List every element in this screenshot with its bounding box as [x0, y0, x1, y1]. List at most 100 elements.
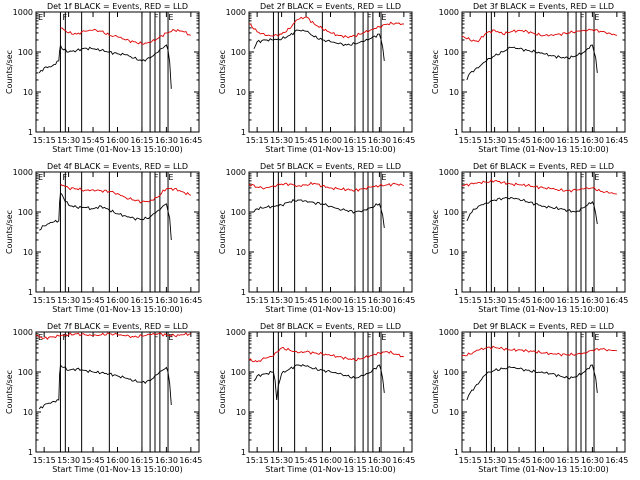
- marker-label: E: [38, 173, 43, 182]
- x-tick-label: 15:15: [246, 296, 269, 305]
- y-axis-label: Counts/sec: [218, 50, 227, 94]
- y-tick-label: 100: [444, 208, 459, 217]
- y-tick-label: 10: [449, 408, 459, 417]
- marker-label: E: [594, 333, 599, 342]
- series-line-events: [38, 44, 172, 89]
- x-axis-label: Start Time (01-Nov-13 15:10:00): [478, 465, 608, 474]
- x-tick-label: 15:30: [483, 296, 506, 305]
- x-tick-label: 16:30: [368, 136, 391, 145]
- marker-label: E: [381, 13, 386, 22]
- y-tick-label: 100: [18, 208, 33, 217]
- y-axis-label: Counts/sec: [218, 210, 227, 254]
- panel-title: Det 1f BLACK = Events, RED = LLD: [47, 2, 188, 11]
- x-tick-label: 16:30: [155, 136, 178, 145]
- x-tick-label: 15:30: [57, 296, 80, 305]
- x-tick-label: 15:15: [33, 456, 56, 465]
- panel-title: Det 7f BLACK = Events, RED = LLD: [47, 322, 188, 331]
- y-axis-label: Counts/sec: [431, 210, 440, 254]
- marker-label: E: [168, 333, 173, 342]
- y-tick-label: 10: [236, 248, 246, 257]
- y-tick-label: 1000: [13, 168, 33, 177]
- y-tick-label: 10: [236, 408, 246, 417]
- x-tick-label: 15:45: [508, 136, 531, 145]
- x-tick-label: 16:00: [532, 296, 555, 305]
- x-tick-label: 16:45: [392, 296, 415, 305]
- x-tick-label: 16:00: [319, 136, 342, 145]
- x-tick-label: 16:30: [581, 136, 604, 145]
- x-axis-label: Start Time (01-Nov-13 15:10:00): [478, 305, 608, 314]
- x-tick-label: 15:45: [82, 456, 105, 465]
- x-tick-label: 15:45: [508, 296, 531, 305]
- x-tick-label: 15:30: [270, 456, 293, 465]
- y-axis-label: Counts/sec: [5, 210, 14, 254]
- x-axis-label: Start Time (01-Nov-13 15:10:00): [265, 465, 395, 474]
- x-tick-label: 16:45: [605, 136, 628, 145]
- series-line-lld: [461, 28, 618, 43]
- x-tick-label: 16:15: [343, 136, 366, 145]
- y-tick-label: 10: [23, 88, 33, 97]
- panel-title: Det 6f BLACK = Events, RED = LLD: [473, 162, 614, 171]
- y-axis-label: Counts/sec: [5, 370, 14, 414]
- series-line-events: [253, 364, 385, 401]
- y-tick-label: 100: [231, 368, 246, 377]
- x-axis-label: Start Time (01-Nov-13 15:10:00): [478, 145, 608, 154]
- x-axis-label: Start Time (01-Nov-13 15:10:00): [52, 465, 182, 474]
- x-tick-label: 16:30: [581, 456, 604, 465]
- y-tick-label: 1: [454, 288, 459, 297]
- x-tick-label: 16:15: [556, 296, 579, 305]
- panel-8: Det 8f BLACK = Events, RED = LLD F E 1 10 100…: [218, 322, 415, 474]
- series-line-lld: [60, 27, 191, 45]
- marker-label: F: [62, 173, 67, 182]
- y-tick-label: 1000: [439, 328, 459, 337]
- x-tick-label: 16:45: [179, 296, 202, 305]
- x-tick-label: 15:45: [295, 136, 318, 145]
- y-tick-label: 10: [23, 408, 33, 417]
- y-axis-label: Counts/sec: [431, 50, 440, 94]
- x-tick-label: 16:45: [605, 296, 628, 305]
- x-tick-label: 16:30: [368, 456, 391, 465]
- x-tick-label: 16:00: [106, 456, 129, 465]
- x-tick-label: 16:00: [106, 296, 129, 305]
- series-line-lld: [35, 332, 191, 340]
- marker-label: F: [580, 333, 585, 342]
- x-tick-label: 16:15: [556, 136, 579, 145]
- x-tick-label: 16:30: [155, 296, 178, 305]
- marker-label: F: [154, 173, 159, 182]
- x-tick-label: 16:00: [319, 296, 342, 305]
- series-line-lld: [248, 181, 405, 192]
- panel-6: Det 6f BLACK = Events, RED = LLD F E 1 10 100…: [431, 162, 628, 314]
- x-tick-label: 15:45: [295, 456, 318, 465]
- y-tick-label: 1: [28, 288, 33, 297]
- series-line-events: [466, 364, 598, 401]
- x-tick-label: 15:15: [459, 296, 482, 305]
- series-line-lld: [461, 345, 617, 357]
- panel-5: Det 5f BLACK = Events, RED = LLD E 1 10 100 1…: [218, 162, 415, 314]
- marker-label: E: [594, 173, 599, 182]
- y-tick-label: 1: [241, 448, 246, 457]
- x-tick-label: 16:45: [605, 456, 628, 465]
- series-line-lld: [60, 183, 192, 204]
- y-tick-label: 10: [449, 88, 459, 97]
- marker-label: E: [381, 333, 386, 342]
- y-tick-label: 10: [449, 248, 459, 257]
- y-tick-label: 1000: [226, 168, 246, 177]
- panel-title: Det 5f BLACK = Events, RED = LLD: [260, 162, 401, 171]
- x-axis-label: Start Time (01-Nov-13 15:10:00): [52, 145, 182, 154]
- x-tick-label: 16:45: [179, 456, 202, 465]
- x-tick-label: 15:45: [82, 136, 105, 145]
- marker-label: F: [62, 13, 67, 22]
- x-tick-label: 15:15: [459, 136, 482, 145]
- x-tick-label: 16:15: [343, 456, 366, 465]
- x-tick-label: 16:15: [130, 136, 153, 145]
- y-tick-label: 1000: [13, 8, 33, 17]
- series-line-events: [466, 197, 598, 225]
- marker-label: E: [168, 13, 173, 22]
- marker-label: F: [580, 173, 585, 182]
- y-tick-label: 100: [231, 208, 246, 217]
- y-tick-label: 1000: [13, 328, 33, 337]
- y-axis-label: Counts/sec: [218, 370, 227, 414]
- x-tick-label: 15:15: [246, 456, 269, 465]
- panel-title: Det 9f BLACK = Events, RED = LLD: [473, 322, 614, 331]
- x-axis-label: Start Time (01-Nov-13 15:10:00): [265, 305, 395, 314]
